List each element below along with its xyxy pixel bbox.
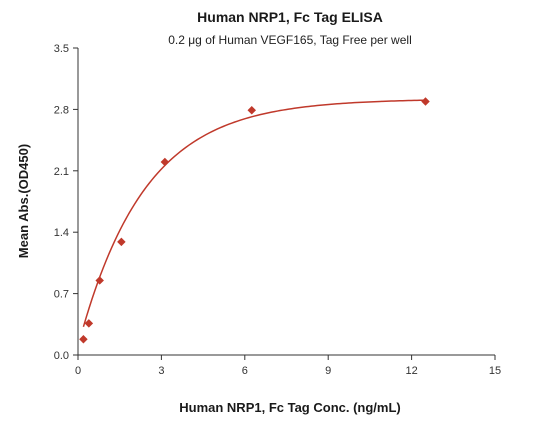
x-tick-label: 6 xyxy=(242,365,248,377)
axes xyxy=(77,48,495,356)
data-points xyxy=(79,97,430,344)
y-tick-label: 2.8 xyxy=(54,104,69,116)
data-point xyxy=(79,334,88,344)
data-point xyxy=(95,276,104,285)
y-axis-label: Mean Abs.(OD450) xyxy=(16,144,31,258)
data-point xyxy=(160,157,170,167)
fit-curve xyxy=(82,99,426,327)
chart-subtitle: 0.2 μg of Human VEGF165, Tag Free per we… xyxy=(168,33,411,47)
y-ticks: 0.0 0.7 1.4 2.1 2.8 3.5 xyxy=(54,43,78,362)
x-tick-label: 3 xyxy=(158,365,164,377)
x-axis-label: Human NRP1, Fc Tag Conc. (ng/mL) xyxy=(179,400,401,415)
data-point xyxy=(117,237,126,247)
x-tick-label: 0 xyxy=(75,365,81,377)
y-tick-label: 2.1 xyxy=(54,166,69,178)
x-tick-label: 12 xyxy=(405,365,417,377)
y-tick-label: 1.4 xyxy=(54,227,69,239)
y-tick-label: 0.7 xyxy=(54,289,69,301)
y-tick-label: 3.5 xyxy=(54,43,69,55)
x-tick-label: 15 xyxy=(489,365,501,377)
data-point xyxy=(247,106,256,115)
data-point xyxy=(421,97,430,106)
y-tick-label: 0.0 xyxy=(54,350,69,362)
x-ticks: 0 3 6 9 12 15 xyxy=(75,355,501,377)
data-point xyxy=(84,319,94,328)
chart-title: Human NRP1, Fc Tag ELISA xyxy=(197,9,383,25)
x-tick-label: 9 xyxy=(325,365,331,377)
